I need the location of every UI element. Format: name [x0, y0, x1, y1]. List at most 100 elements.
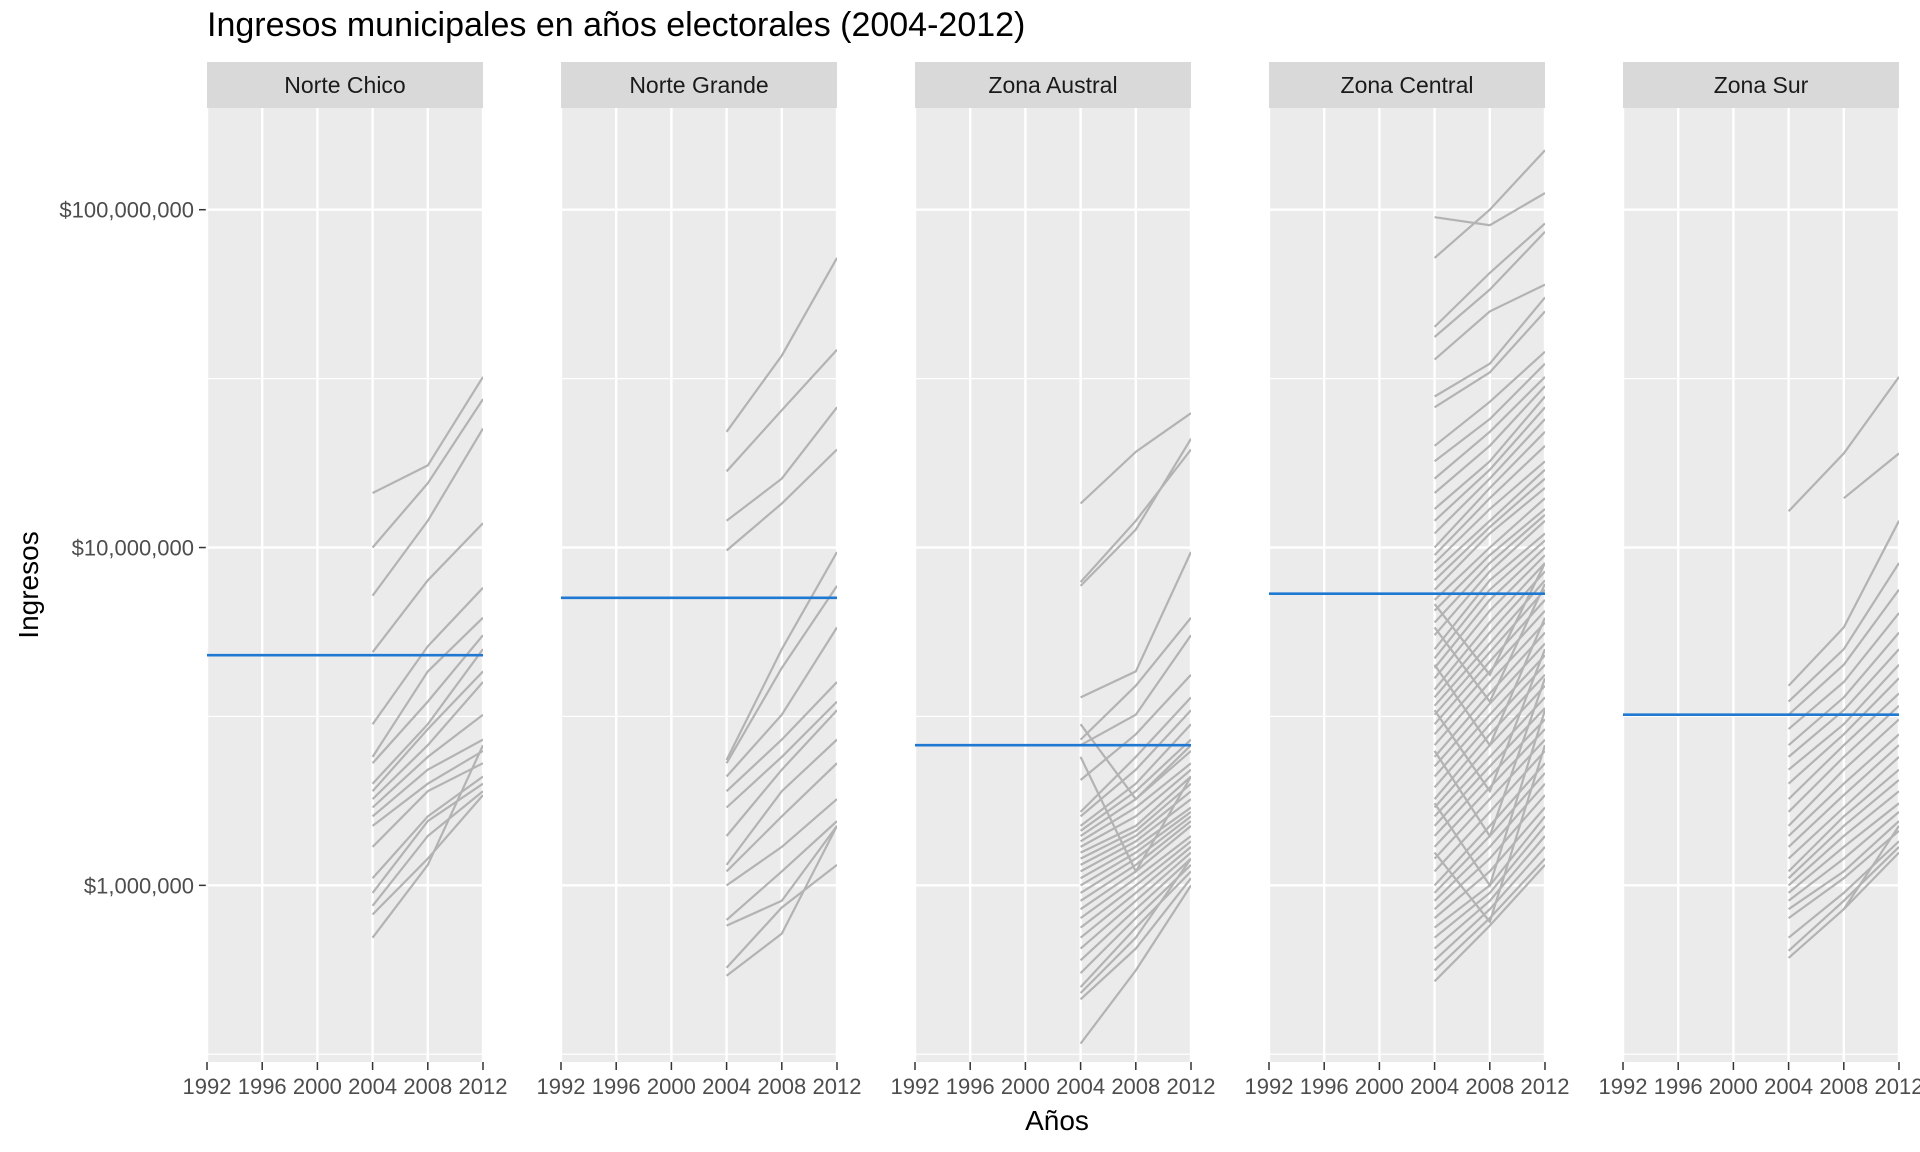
x-tick-label: 1992: [891, 1074, 940, 1099]
series-line: [725, 864, 837, 969]
series-line: [1787, 631, 1899, 747]
series-line: [1433, 588, 1545, 716]
y-axis-title: Ingresos: [13, 531, 44, 638]
x-tick-label: 2004: [1764, 1074, 1813, 1099]
series-line: [371, 398, 483, 549]
series-line: [371, 670, 483, 792]
x-tick-label: 2004: [702, 1074, 751, 1099]
series-line: [1433, 617, 1545, 748]
series-line: [1433, 744, 1545, 925]
series-line: [1079, 870, 1191, 988]
facet-panel: Zona Central 1992 1996 2000 2004 2008 2012: [1245, 62, 1570, 1099]
series-line: [1433, 519, 1545, 636]
series-line: [1079, 709, 1191, 818]
series-line: [1433, 562, 1545, 677]
series-line: [1079, 864, 1191, 974]
x-tick-label: 2008: [757, 1074, 806, 1099]
x-tick-label: 1992: [537, 1074, 586, 1099]
series-line: [1079, 756, 1191, 874]
x-tick-label: 2008: [403, 1074, 452, 1099]
series-line: [1433, 385, 1545, 494]
series-line: [1433, 283, 1545, 361]
series-line: [725, 626, 837, 778]
series-line: [371, 782, 483, 894]
series-line: [1433, 648, 1545, 794]
series-line: [371, 427, 483, 597]
series-line: [1787, 840, 1899, 939]
series-line: [1787, 677, 1899, 785]
series-line: [725, 406, 837, 522]
series-line: [1433, 350, 1545, 447]
series-line: [371, 587, 483, 725]
series-line: [1079, 438, 1191, 587]
facet-strip: [1269, 62, 1545, 108]
series-line: [1433, 762, 1545, 887]
series-line: [1433, 418, 1545, 535]
panel-background: [1269, 108, 1545, 1062]
x-axis-title: Años: [1025, 1105, 1089, 1136]
series-line: [1433, 728, 1545, 848]
series-line: [1080, 798, 1191, 873]
x-tick-label: 1996: [946, 1074, 995, 1099]
series-line: [725, 585, 837, 764]
series-line: [1434, 310, 1545, 409]
series-line: [1433, 599, 1545, 725]
series-line: [1433, 362, 1545, 463]
series-line: [371, 794, 483, 916]
series-line: [1433, 709, 1545, 888]
series-line: [371, 634, 483, 764]
series-line: [1787, 811, 1899, 902]
series-line: [1079, 857, 1191, 994]
y-tick-label: $1,000,000: [84, 873, 194, 898]
series-line: [1433, 546, 1545, 669]
x-tick-label: 1992: [183, 1074, 232, 1099]
series-line: [1787, 612, 1899, 730]
facet-panel: Norte Grande 1992 1996 2000 2004 2008 2012: [537, 62, 861, 1099]
series-line: [1433, 825, 1545, 939]
x-tick-label: 2008: [1465, 1074, 1514, 1099]
panel-background: [207, 108, 483, 1062]
series-line: [1433, 554, 1545, 679]
series-line: [1079, 840, 1191, 929]
x-tick-label: 2012: [1521, 1074, 1570, 1099]
series-line: [1433, 222, 1545, 328]
series-line: [725, 348, 837, 473]
series-line: [1433, 445, 1545, 556]
series-line: [371, 790, 483, 907]
x-tick-label: 1996: [1300, 1074, 1349, 1099]
series-line: [371, 738, 483, 818]
x-tick-label: 1996: [238, 1074, 287, 1099]
panel-background: [1623, 108, 1899, 1062]
series-line: [1080, 634, 1191, 747]
series-line: [371, 713, 483, 809]
series-line: [1787, 663, 1899, 771]
series-line: [1434, 192, 1545, 227]
panel-background: [915, 108, 1191, 1062]
facet-strip: [207, 62, 483, 108]
facet-strip: [1623, 62, 1899, 108]
series-line: [1079, 738, 1191, 832]
series-line: [725, 798, 837, 887]
series-line: [1079, 723, 1191, 801]
facet-strip-label: Norte Grande: [629, 72, 768, 98]
x-tick-label: 1992: [1245, 1074, 1294, 1099]
series-line: [725, 709, 837, 837]
series-line: [725, 448, 837, 552]
series-line: [1433, 583, 1545, 704]
series-line: [1079, 857, 1191, 962]
series-line: [1079, 846, 1191, 939]
series-group: [725, 257, 837, 977]
series-line: [1079, 851, 1191, 950]
series-line: [1080, 782, 1191, 860]
x-tick-label: 2012: [459, 1074, 508, 1099]
series-line: [1080, 820, 1191, 902]
panel-background: [561, 108, 837, 1062]
series-line: [1433, 406, 1545, 522]
series-line: [1080, 815, 1191, 894]
facet-strip-label: Zona Central: [1341, 72, 1474, 98]
series-group: [1433, 149, 1545, 983]
series-line: [1433, 539, 1545, 659]
facet-strip: [561, 62, 837, 108]
series-line: [1433, 231, 1545, 338]
series-line: [371, 616, 483, 758]
